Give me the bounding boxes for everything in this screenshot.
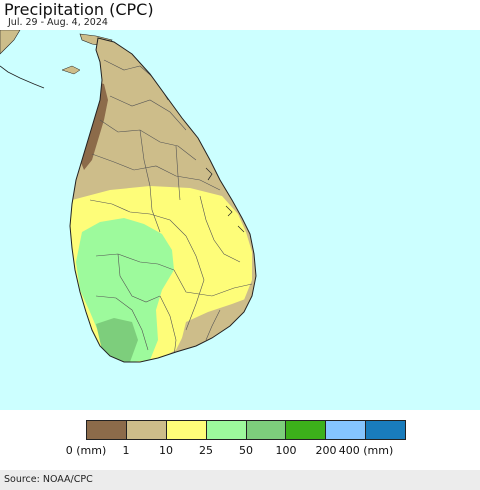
district-boundaries — [89, 59, 253, 357]
legend-label-10: 10 — [159, 444, 173, 457]
legend-swatch-4 — [245, 420, 287, 440]
legend-label-400mm: 400 (mm) — [338, 444, 394, 457]
legend-label-1: 1 — [122, 444, 130, 457]
precipitation-map — [0, 30, 480, 410]
legend-swatch-0 — [86, 420, 127, 440]
legend-label-50: 50 — [239, 444, 253, 457]
legend-swatch-1 — [125, 420, 167, 440]
india-landmass — [0, 30, 21, 55]
mannar-island — [61, 65, 81, 75]
legend-label-100: 100 — [275, 444, 297, 457]
legend-swatch-7 — [365, 420, 406, 440]
legend-swatch-3 — [205, 420, 247, 440]
legend-label-0mm: 0 (mm) — [65, 444, 107, 457]
legend-color-bar — [86, 420, 406, 440]
east-coast-lagoons — [205, 167, 245, 233]
zone-50-100mm — [96, 318, 138, 362]
footer: Source: NOAA/CPC — [0, 470, 480, 490]
legend-label-200: 200 — [315, 444, 337, 457]
source-credit: Source: NOAA/CPC — [4, 474, 93, 485]
india-coast-line — [0, 65, 45, 89]
legend-swatch-6 — [325, 420, 367, 440]
map-date-range: Jul. 29 - Aug. 4, 2024 — [8, 17, 108, 28]
map-title: Precipitation (CPC) — [4, 0, 154, 19]
legend-swatch-5 — [285, 420, 327, 440]
legend-label-25: 25 — [199, 444, 213, 457]
legend-swatch-2 — [165, 420, 207, 440]
